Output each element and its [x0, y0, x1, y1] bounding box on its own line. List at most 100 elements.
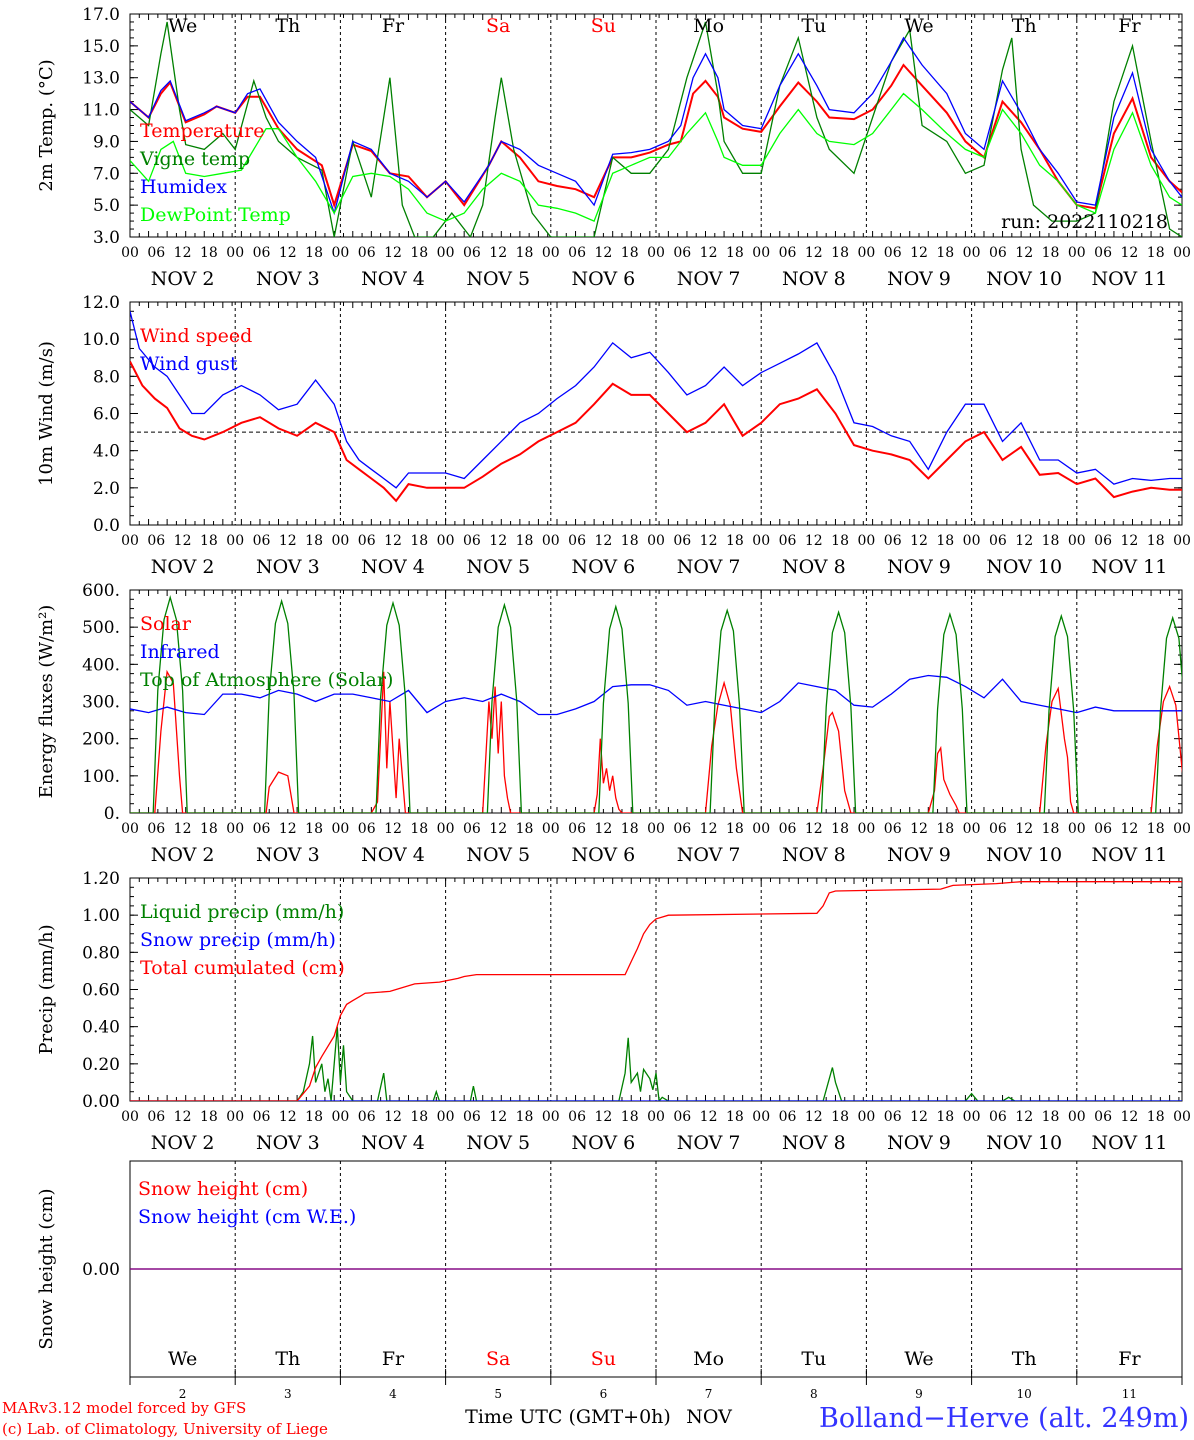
hour-label: 00 — [647, 533, 665, 549]
hour-label: 06 — [463, 1109, 481, 1125]
weekday-label-bottom: Tu — [801, 1348, 826, 1370]
y-tick-label: 8.0 — [93, 367, 120, 387]
y-tick-label: 0.00 — [82, 1092, 120, 1112]
y-tick-label: 17.0 — [82, 5, 120, 25]
y-tick-label: 12.0 — [82, 293, 120, 313]
hour-label: 12 — [594, 821, 612, 837]
date-label: NOV 10 — [986, 1132, 1062, 1154]
hour-label: 06 — [989, 1109, 1007, 1125]
hour-label: 06 — [673, 1109, 691, 1125]
credit-line-2: (c) Lab. of Climatology, University of L… — [2, 1420, 328, 1438]
hour-label: 00 — [752, 821, 770, 837]
series-line-temperature-2 — [130, 36, 1182, 216]
hour-label: 18 — [1147, 245, 1165, 261]
hour-label: 12 — [805, 245, 823, 261]
date-label: NOV 10 — [986, 844, 1062, 866]
day-number: 10 — [1017, 1387, 1032, 1401]
hour-label: 18 — [516, 1109, 534, 1125]
date-label: NOV 7 — [677, 556, 741, 578]
weekday-label-bottom: Su — [591, 1348, 616, 1370]
hour-label: 00 — [331, 821, 349, 837]
hour-label: 06 — [673, 533, 691, 549]
hour-label: 18 — [516, 245, 534, 261]
hour-label: 12 — [910, 245, 928, 261]
day-number: 2 — [179, 1387, 187, 1401]
date-label: NOV 10 — [986, 268, 1062, 290]
hour-label: 12 — [700, 1109, 718, 1125]
y-tick-label: 0.0 — [93, 516, 120, 536]
y-tick-label: 300. — [82, 693, 120, 713]
hour-label: 00 — [437, 1109, 455, 1125]
date-label: NOV 8 — [782, 268, 846, 290]
hour-label: 06 — [779, 821, 797, 837]
weekday-label: Tu — [801, 15, 826, 37]
legend-entry: Snow precip (mm/h) — [140, 929, 336, 951]
hour-label: 12 — [910, 821, 928, 837]
date-label: NOV 2 — [151, 1132, 215, 1154]
station-name: Bolland−Herve (alt. 249m) — [819, 1403, 1189, 1434]
hour-label: 00 — [1068, 533, 1086, 549]
hour-label: 12 — [1120, 1109, 1138, 1125]
hour-label: 00 — [752, 533, 770, 549]
weekday-label: We — [904, 15, 933, 37]
date-label: NOV 5 — [466, 1132, 530, 1154]
hour-label: 00 — [1173, 821, 1191, 837]
panel-frame-wind — [129, 301, 1183, 526]
hour-label: 12 — [279, 1109, 297, 1125]
hour-label: 12 — [1015, 245, 1033, 261]
y-tick-label: 100. — [82, 767, 120, 787]
hour-label: 00 — [1173, 533, 1191, 549]
legend-entry: Infrared — [140, 641, 220, 663]
hour-label: 06 — [253, 245, 271, 261]
hour-label: 18 — [936, 821, 954, 837]
y-tick-label: 500. — [82, 618, 120, 638]
hour-label: 00 — [857, 533, 875, 549]
hour-label: 12 — [174, 821, 192, 837]
hour-label: 06 — [568, 245, 586, 261]
date-label: NOV 4 — [361, 844, 425, 866]
hour-label: 18 — [936, 1109, 954, 1125]
date-label: NOV 4 — [361, 556, 425, 578]
date-label: NOV 6 — [572, 556, 636, 578]
hour-label: 12 — [910, 1109, 928, 1125]
weekday-label: Th — [1012, 15, 1037, 37]
hour-label: 18 — [516, 821, 534, 837]
hour-label: 18 — [410, 1109, 428, 1125]
date-label: NOV 7 — [677, 844, 741, 866]
series-line-energy-2 — [130, 594, 1182, 813]
y-tick-label: 7.0 — [93, 164, 120, 184]
weekday-label: Su — [591, 15, 616, 37]
hour-label: 12 — [594, 533, 612, 549]
y-tick-label: 11.0 — [82, 101, 120, 121]
date-label: NOV 8 — [782, 1132, 846, 1154]
hour-label: 00 — [331, 245, 349, 261]
hour-label: 06 — [568, 821, 586, 837]
hour-label: 12 — [279, 533, 297, 549]
y-tick-label: 0.40 — [82, 1018, 120, 1038]
x-axis-label: Time UTC (GMT+0h) — [465, 1406, 671, 1428]
x-axis-month: NOV — [686, 1406, 732, 1428]
hour-label: 00 — [1173, 245, 1191, 261]
day-number: 5 — [494, 1387, 502, 1401]
hour-label: 12 — [174, 533, 192, 549]
series-line-wind-0 — [130, 361, 1182, 503]
hour-label: 00 — [647, 245, 665, 261]
hour-label: 12 — [910, 533, 928, 549]
y-tick-label: 0. — [104, 804, 120, 824]
legend-entry: Temperature — [140, 120, 264, 142]
weekday-label: Fr — [382, 15, 405, 37]
hour-label: 18 — [305, 533, 323, 549]
series-line-precip-0 — [130, 1026, 1182, 1101]
legend-entry: Snow height (cm) — [138, 1178, 308, 1200]
date-label: NOV 6 — [572, 1132, 636, 1154]
hour-label: 12 — [489, 1109, 507, 1125]
hour-label: 12 — [700, 533, 718, 549]
series-line-precip-2 — [130, 881, 1182, 1101]
weekday-label: Th — [275, 15, 300, 37]
hour-label: 18 — [621, 533, 639, 549]
hour-label: 18 — [936, 245, 954, 261]
hour-label: 12 — [1015, 1109, 1033, 1125]
weekday-label-bottom: Fr — [382, 1348, 405, 1370]
weekday-label-bottom: Mo — [693, 1348, 724, 1370]
